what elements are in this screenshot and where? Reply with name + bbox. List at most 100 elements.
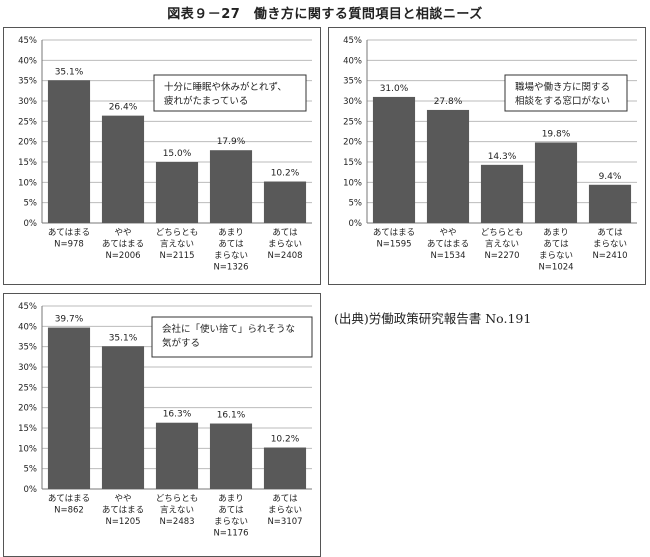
category-label: どちらとも — [481, 228, 524, 238]
bar — [588, 184, 632, 223]
category-label: N=1024 — [538, 263, 573, 273]
category-label: あまり — [218, 228, 244, 238]
bar — [263, 181, 307, 223]
bar — [155, 422, 199, 489]
y-tick-label: 20% — [18, 138, 37, 148]
data-label: 17.9% — [217, 137, 246, 147]
y-tick-label: 40% — [18, 56, 37, 66]
category-label: 言えない — [485, 239, 519, 250]
y-tick-label: 20% — [18, 404, 37, 414]
bar — [263, 447, 307, 489]
y-tick-label: 30% — [343, 97, 362, 107]
y-tick-label: 30% — [18, 363, 37, 373]
category-label: あては — [597, 228, 623, 238]
data-label: 14.3% — [488, 152, 517, 162]
category-label: やや — [439, 228, 456, 238]
category-label: あてはまる — [102, 240, 144, 250]
bar — [101, 346, 145, 489]
data-label: 10.2% — [271, 435, 300, 445]
category-label: N=2270 — [484, 251, 519, 261]
annotation-text: 十分に睡眠や休みがとれず、 — [164, 81, 287, 93]
chart-panel-disposable: 0% 5% 10% 15% 20% 25% 30% 35% 40% 45% 39.7% あてはまる N=… — [3, 293, 321, 557]
chart-svg-fatigue: 0%5%10%15%20%25%30%35%40%45%35.1%あてはまるN=… — [18, 36, 312, 273]
category-label: どちらとも — [156, 494, 199, 504]
category-label: N=2408 — [267, 251, 302, 261]
data-label: 9.4% — [599, 172, 622, 182]
y-tick-label: 35% — [18, 77, 37, 87]
data-label: 26.4% — [109, 103, 138, 113]
data-label: 27.8% — [434, 97, 463, 107]
chart-panel-consultation: 0% 5% 10% 15% 20% 25% 30% 35% 40% 45% 31.0% あてはまる N=… — [328, 27, 646, 285]
category-label: N=2410 — [592, 251, 627, 261]
annotation-text: 会社に「使い捨て」られそうな — [162, 323, 295, 335]
source-note: (出典)労働政策研究報告書 No.191 — [334, 311, 532, 326]
category-label: N=2483 — [159, 517, 194, 527]
category-label: N=1326 — [213, 263, 248, 273]
category-label: まらない — [268, 240, 302, 250]
y-tick-label: 15% — [343, 158, 362, 168]
category-label: あては — [218, 240, 244, 250]
chart-panel-fatigue: 0% 5% 10% 15% 20% 25% 30% 35% 40% 45% 35.1% あてはまる N=… — [3, 27, 321, 285]
data-label: 31.0% — [380, 84, 409, 94]
category-label: あてはまる — [48, 494, 90, 504]
chart-svg-consultation: 0%5%10%15%20%25%30%35%40%45%31.0%あてはまるN=… — [343, 36, 637, 273]
category-label: N=3107 — [267, 517, 302, 527]
bar — [480, 164, 524, 223]
y-tick-label: 25% — [18, 383, 37, 393]
y-tick-label: 25% — [343, 117, 362, 127]
category-label: N=1176 — [213, 529, 248, 539]
category-label: N=1534 — [430, 251, 465, 261]
category-label: あまり — [218, 494, 244, 504]
category-label: 言えない — [160, 239, 194, 250]
y-tick-label: 45% — [18, 302, 37, 312]
annotation-text: 相談をする窓口がない — [515, 95, 610, 107]
data-label: 19.8% — [542, 129, 571, 139]
page-title: 図表９－27 働き方に関する質問項目と相談ニーズ — [167, 7, 483, 22]
bar — [101, 115, 145, 223]
category-label: まらない — [593, 240, 627, 250]
bar — [47, 327, 91, 489]
y-tick-label: 25% — [18, 117, 37, 127]
y-tick-label: 15% — [18, 158, 37, 168]
category-label: やや — [114, 228, 131, 238]
y-tick-label: 10% — [18, 178, 37, 188]
category-label: あては — [218, 506, 244, 516]
category-label: やや — [114, 494, 131, 504]
data-label: 35.1% — [109, 333, 138, 343]
category-label: あては — [272, 228, 298, 238]
bar — [155, 162, 199, 223]
bar — [426, 109, 470, 223]
y-tick-label: 5% — [24, 465, 38, 475]
category-label: N=978 — [54, 240, 84, 250]
y-tick-label: 10% — [18, 444, 37, 454]
annotation-box — [153, 74, 307, 112]
category-label: あては — [543, 240, 569, 250]
category-label: あまり — [543, 228, 569, 238]
y-tick-label: 20% — [343, 138, 362, 148]
category-label: N=862 — [54, 506, 84, 516]
annotation-text: 疲れがたまっている — [164, 95, 248, 107]
category-label: N=2006 — [105, 251, 140, 261]
bar — [372, 96, 416, 223]
category-label: N=1595 — [376, 240, 411, 250]
y-tick-label: 40% — [343, 56, 362, 66]
y-tick-label: 0% — [24, 485, 38, 495]
bar — [534, 142, 578, 223]
bar — [209, 150, 253, 223]
y-tick-label: 15% — [18, 424, 37, 434]
category-label: あてはまる — [48, 228, 90, 238]
category-label: まらない — [214, 517, 248, 527]
annotation-box — [504, 74, 628, 112]
category-label: どちらとも — [156, 228, 199, 238]
y-tick-label: 35% — [343, 77, 362, 87]
category-label: あてはまる — [373, 228, 415, 238]
y-tick-label: 0% — [24, 219, 38, 229]
y-tick-label: 30% — [18, 97, 37, 107]
category-label: N=2115 — [159, 251, 194, 261]
annotation-box — [151, 316, 313, 358]
y-tick-label: 0% — [349, 219, 363, 229]
data-label: 35.1% — [55, 67, 84, 77]
data-label: 10.2% — [271, 169, 300, 179]
chart-svg-disposable: 0%5%10%15%20%25%30%35%40%45%39.7%あてはまるN=… — [18, 302, 313, 539]
y-tick-label: 45% — [343, 36, 362, 46]
